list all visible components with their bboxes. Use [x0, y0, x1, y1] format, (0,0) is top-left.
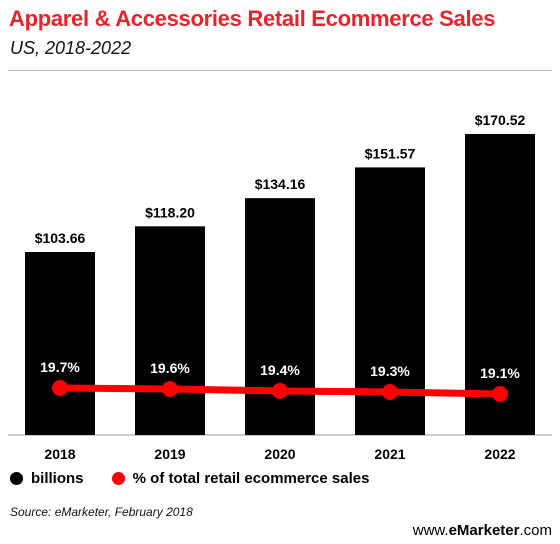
- legend-item-line: % of total retail ecommerce sales: [111, 470, 370, 487]
- x-tick-label-2020: 2020: [264, 446, 295, 462]
- x-tick-label-2019: 2019: [154, 446, 185, 462]
- share-value-label-2022: 19.1%: [480, 365, 520, 381]
- bar-2018: [25, 252, 95, 435]
- x-tick-label-2021: 2021: [374, 446, 405, 462]
- brand-name: eMarketer: [448, 522, 520, 539]
- legend-swatch-line: [111, 472, 125, 485]
- bar-value-label-2020: $134.16: [255, 176, 306, 192]
- chart-subtitle: US, 2018-2022: [10, 38, 132, 58]
- legend-item-bars: billions: [10, 470, 84, 487]
- x-tick-label-2022: 2022: [484, 446, 515, 462]
- share-point-2020: [272, 383, 288, 399]
- share-point-2021: [382, 384, 398, 400]
- title-divider: [8, 70, 552, 71]
- bar-value-label-2018: $103.66: [35, 230, 86, 246]
- bar-2020: [245, 198, 315, 435]
- brand-suffix: .com: [519, 522, 552, 539]
- source-note: Source: eMarketer, February 2018: [10, 505, 193, 519]
- chart-legend: billions % of total retail ecommerce sal…: [10, 470, 393, 489]
- bar-2022: [465, 133, 535, 435]
- bar-value-label-2019: $118.20: [145, 204, 195, 220]
- share-point-2018: [52, 380, 68, 396]
- share-value-label-2021: 19.3%: [370, 363, 410, 379]
- brand-prefix: www.: [412, 522, 449, 539]
- share-point-2022: [492, 386, 508, 402]
- share-value-label-2019: 19.6%: [150, 360, 190, 376]
- bar-value-label-2022: $170.52: [475, 112, 526, 128]
- chart-title: Apparel & Accessories Retail Ecommerce S…: [9, 6, 496, 31]
- bar-value-label-2021: $151.57: [365, 145, 416, 161]
- legend-label-line: % of total retail ecommerce sales: [132, 470, 370, 487]
- share-value-label-2018: 19.7%: [40, 359, 80, 375]
- chart-plot: $103.66 2018 $118.20 2019 $134.16 2020 $151.57…: [8, 112, 552, 462]
- legend-label-bars: billions: [31, 470, 84, 487]
- legend-swatch-bars: [10, 472, 23, 485]
- bar-2019: [135, 226, 205, 435]
- share-value-label-2020: 19.4%: [260, 362, 300, 378]
- share-point-2019: [162, 381, 178, 397]
- x-tick-label-2018: 2018: [44, 446, 75, 462]
- brand-url: www.eMarketer.com: [413, 522, 552, 539]
